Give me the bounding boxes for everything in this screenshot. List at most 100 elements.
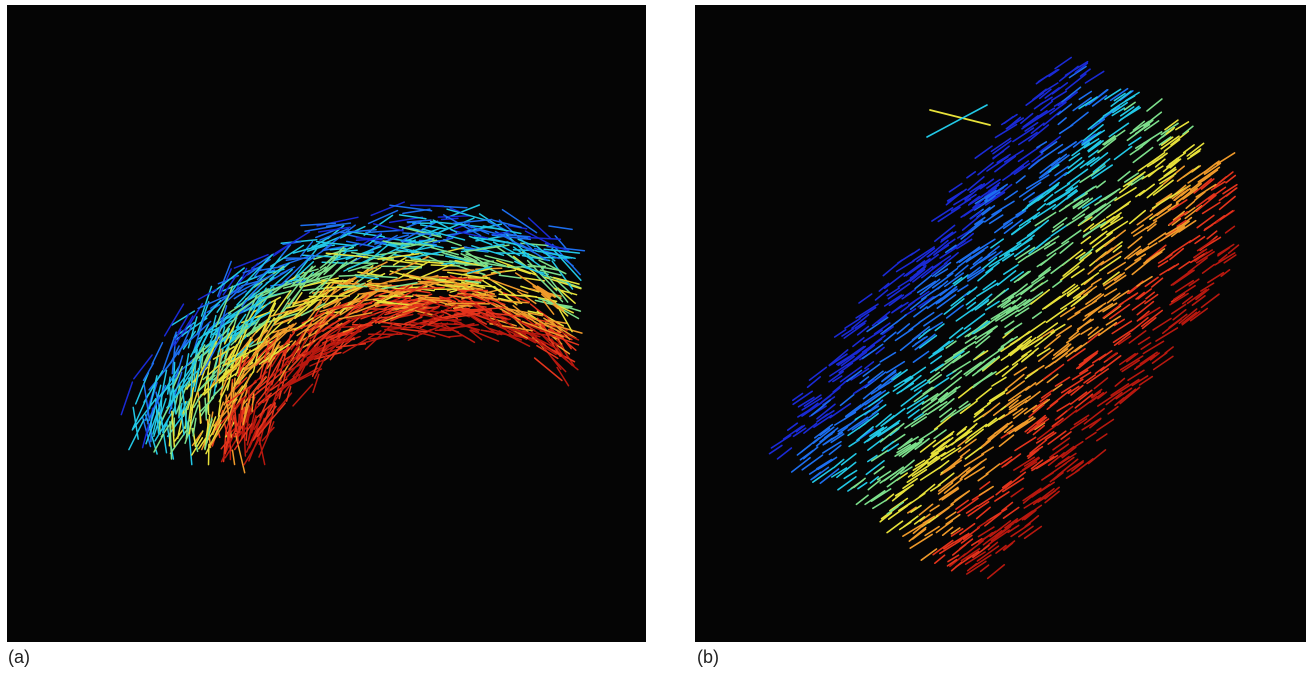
fiber-segment — [1085, 431, 1097, 440]
fiber-segment — [883, 272, 905, 290]
fiber-segment — [1154, 158, 1166, 168]
fiber-segment — [1011, 296, 1022, 305]
fiber-segment — [881, 326, 894, 336]
fiber-segment — [289, 269, 310, 288]
fiber-segment — [969, 195, 981, 205]
fiber-segment — [1087, 140, 1104, 153]
fiber-segment — [1051, 223, 1065, 233]
fiber-segment — [899, 437, 913, 449]
fiber-segment — [939, 539, 962, 555]
fiber-segment — [1087, 116, 1104, 131]
fiber-segment — [1113, 332, 1131, 347]
fiber-segment — [1059, 242, 1074, 254]
fiber-segment — [852, 336, 865, 348]
fiber-segment — [895, 260, 915, 273]
fiber-segment — [927, 455, 938, 465]
fiber-segment — [911, 528, 927, 540]
fiber-segment — [168, 369, 193, 408]
fiber-segment — [1027, 157, 1043, 170]
fiber-segment — [1045, 307, 1068, 324]
fiber-segment — [1151, 203, 1173, 218]
fiber-segment — [971, 320, 991, 335]
fiber-segment — [1223, 254, 1237, 264]
fiber-segment — [1032, 88, 1048, 101]
fiber-segment — [963, 361, 983, 376]
fiber-segment — [1084, 70, 1105, 84]
fiber-segment — [1007, 385, 1031, 402]
fiber-segment — [471, 245, 505, 257]
fiber-segment — [1075, 251, 1086, 260]
fiber-segment — [513, 309, 542, 326]
fiber-segment — [482, 270, 506, 278]
fiber-segment — [925, 452, 939, 463]
fiber-segment — [960, 547, 981, 562]
fiber-segment — [1186, 142, 1205, 157]
fiber-segment — [1048, 68, 1060, 78]
fiber-segment — [495, 252, 529, 255]
fiber-segment — [969, 220, 985, 233]
fiber-segment — [867, 454, 878, 463]
fiber-segment — [984, 512, 1002, 527]
fiber-segment — [1007, 283, 1028, 300]
fiber-segment — [480, 329, 523, 338]
fiber-segment — [319, 319, 354, 342]
fiber-segment — [1143, 248, 1166, 265]
fiber-segment — [1169, 158, 1182, 169]
fiber-segment — [1186, 150, 1201, 160]
fiber-segment — [967, 176, 985, 191]
fiber-segment — [487, 278, 529, 294]
fiber-segment — [1090, 388, 1103, 398]
fiber-segment — [984, 191, 1006, 206]
fiber-segment — [1051, 417, 1064, 428]
fiber-segment — [870, 379, 894, 395]
fiber-segment — [1082, 305, 1103, 322]
fiber-segment — [966, 266, 982, 278]
fiber-segment — [1112, 101, 1129, 114]
fiber-segment — [465, 253, 507, 267]
fiber-segment — [234, 338, 252, 377]
fiber-segment — [865, 459, 885, 476]
fiber-segment — [812, 426, 835, 444]
fiber-segment — [1197, 166, 1221, 183]
fiber-segment — [841, 327, 855, 337]
fiber-segment — [233, 253, 269, 269]
fiber-segment — [986, 392, 1006, 405]
fiber-segment — [952, 276, 963, 285]
fiber-segment — [819, 468, 840, 485]
fiber-segment — [1082, 221, 1107, 237]
fiber-segment — [531, 283, 562, 310]
fiber-segment — [1096, 418, 1115, 432]
fiber-segment — [255, 403, 272, 419]
fiber-segment — [404, 259, 444, 265]
fiber-segment — [1132, 146, 1154, 164]
fiber-segment — [1182, 125, 1194, 135]
fiber-segment — [1034, 211, 1057, 227]
fiber-segment — [1061, 229, 1082, 245]
fiber-segment — [182, 398, 191, 418]
fiber-segment — [312, 373, 320, 394]
fiber-segment — [1044, 87, 1061, 99]
fiber-segment — [1065, 469, 1080, 480]
fiber-segment — [883, 294, 903, 307]
fiber-segment — [1059, 141, 1077, 154]
fiber-segment — [963, 453, 985, 467]
fiber-segment — [171, 410, 176, 448]
fiber-segment — [376, 301, 412, 306]
fiber-segment — [892, 376, 914, 392]
fiber-segment — [883, 466, 904, 482]
fiber-segment — [1097, 302, 1114, 313]
fiber-segment — [837, 352, 856, 367]
fiber-segment — [1098, 255, 1122, 272]
fiber-segment — [453, 307, 470, 311]
fiber-segment — [410, 258, 453, 263]
fiber-segment — [1022, 487, 1042, 502]
fiber-segment — [869, 475, 880, 484]
fiber-segment — [207, 416, 217, 437]
fiber-segment — [511, 240, 533, 251]
fiber-segment — [1099, 354, 1122, 372]
fiber-segment — [839, 393, 855, 407]
fiber-segment — [1068, 330, 1080, 340]
fiber-segment — [1052, 471, 1064, 481]
fiber-segment — [855, 303, 879, 319]
fiber-segment — [1173, 189, 1189, 201]
